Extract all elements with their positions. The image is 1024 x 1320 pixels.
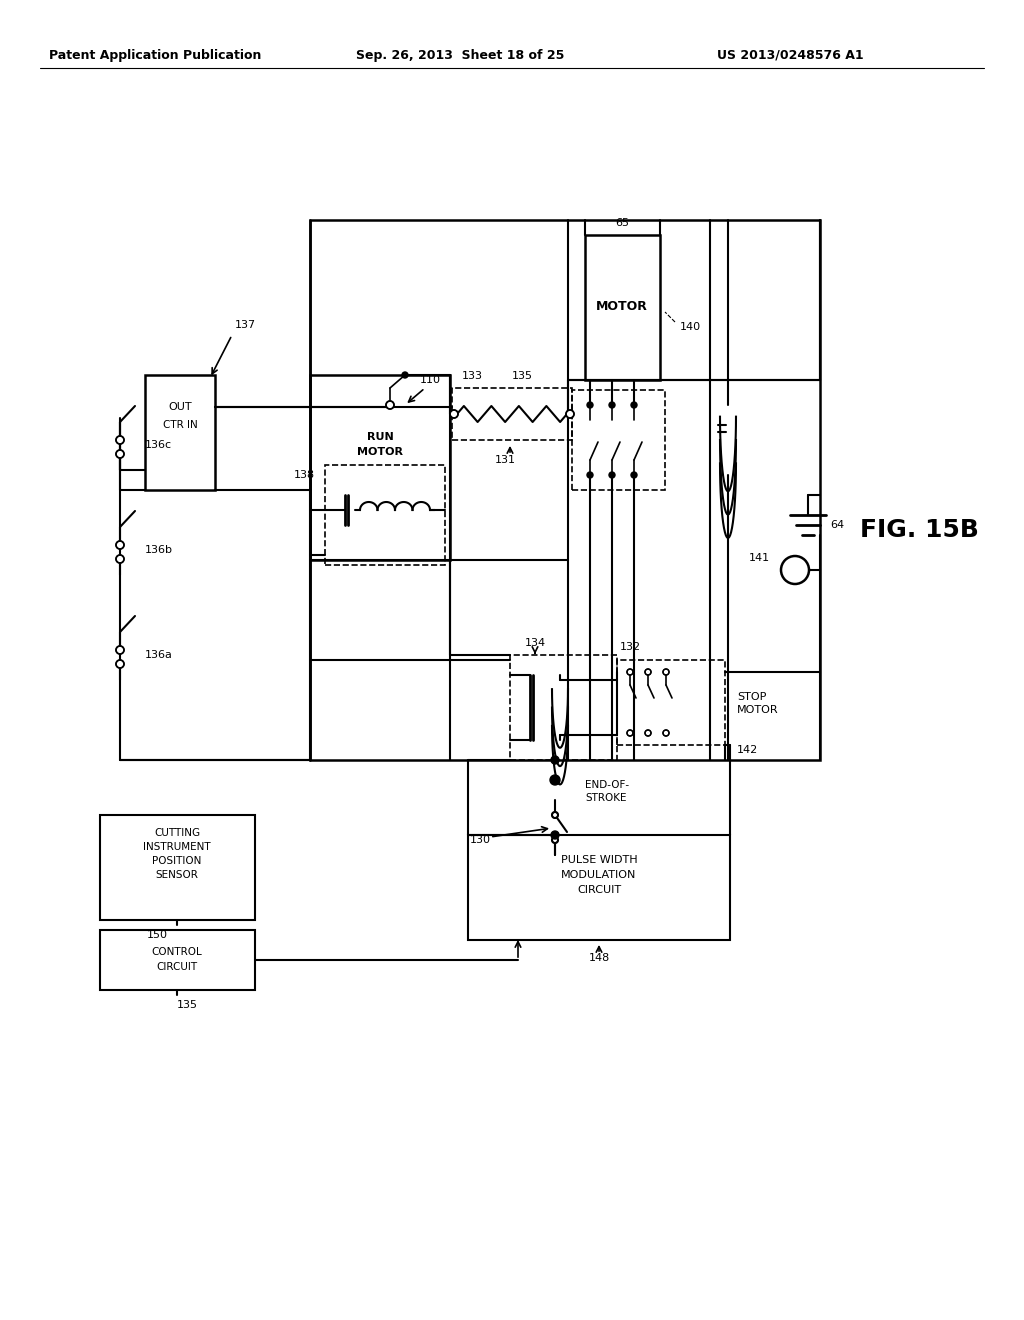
Text: Patent Application Publication: Patent Application Publication [49,49,261,62]
Bar [452,388,572,440]
Text: MOTOR: MOTOR [596,301,648,314]
Text: MOTOR: MOTOR [357,447,403,457]
Circle shape [587,403,593,408]
Circle shape [551,832,559,840]
Circle shape [627,730,633,737]
Circle shape [645,669,651,675]
Circle shape [663,730,669,737]
Circle shape [645,730,651,737]
Text: 134: 134 [524,638,546,648]
Text: CUTTING: CUTTING [154,828,200,838]
Circle shape [550,775,560,785]
Text: CIRCUIT: CIRCUIT [577,884,622,895]
Circle shape [450,411,458,418]
Text: FIG. 15B: FIG. 15B [860,517,979,543]
Circle shape [587,473,593,478]
Text: 110: 110 [420,375,440,385]
Circle shape [116,645,124,653]
Text: 148: 148 [589,953,609,964]
Circle shape [116,541,124,549]
Text: 132: 132 [620,642,641,652]
Text: OUT: OUT [168,403,191,412]
Circle shape [627,669,633,675]
Text: US 2013/0248576 A1: US 2013/0248576 A1 [717,49,863,62]
Circle shape [116,436,124,444]
Circle shape [781,556,809,583]
Circle shape [551,756,559,764]
Bar [100,814,255,920]
Bar [310,220,820,760]
Text: 65: 65 [615,218,629,228]
Text: MOTOR: MOTOR [737,705,778,715]
Circle shape [631,473,637,478]
Text: INSTRUMENT: INSTRUMENT [143,842,211,851]
Bar [100,931,255,990]
Text: 136b: 136b [145,545,173,554]
Bar [325,465,445,565]
Text: SENSOR: SENSOR [156,870,199,880]
Circle shape [609,473,615,478]
Text: 138: 138 [294,470,315,480]
Circle shape [116,450,124,458]
Bar [310,375,450,560]
Text: STROKE: STROKE [585,793,627,803]
Text: 136a: 136a [145,649,173,660]
Text: 133: 133 [462,371,482,381]
Circle shape [116,554,124,564]
Text: MODULATION: MODULATION [561,870,637,880]
Text: END-OF-: END-OF- [585,780,629,789]
Circle shape [631,403,637,408]
Text: 142: 142 [737,744,758,755]
Text: 136c: 136c [145,440,172,450]
Bar [585,235,660,380]
Text: 64: 64 [830,520,844,531]
Text: PULSE WIDTH: PULSE WIDTH [561,855,637,865]
Text: 141: 141 [749,553,770,564]
Circle shape [566,411,574,418]
Bar [468,836,730,940]
Text: 137: 137 [234,319,256,330]
Text: RUN: RUN [367,432,393,442]
Circle shape [609,403,615,408]
Bar [510,655,617,760]
Circle shape [552,812,558,818]
Text: 130: 130 [469,836,490,845]
Circle shape [552,837,558,843]
Text: CONTROL: CONTROL [152,946,203,957]
Circle shape [402,372,408,378]
Circle shape [116,660,124,668]
Text: CIRCUIT: CIRCUIT [157,962,198,972]
Circle shape [663,669,669,675]
Text: 140: 140 [680,322,701,333]
Text: Sep. 26, 2013  Sheet 18 of 25: Sep. 26, 2013 Sheet 18 of 25 [355,49,564,62]
Text: 150: 150 [146,931,168,940]
Bar [572,389,665,490]
Text: STOP: STOP [737,692,766,702]
Text: 135: 135 [512,371,532,381]
Bar [617,660,725,744]
Text: POSITION: POSITION [153,855,202,866]
Text: 135: 135 [176,1001,198,1010]
Bar [145,375,215,490]
Text: 131: 131 [495,455,515,465]
Text: CTR IN: CTR IN [163,420,198,430]
Circle shape [386,401,394,409]
